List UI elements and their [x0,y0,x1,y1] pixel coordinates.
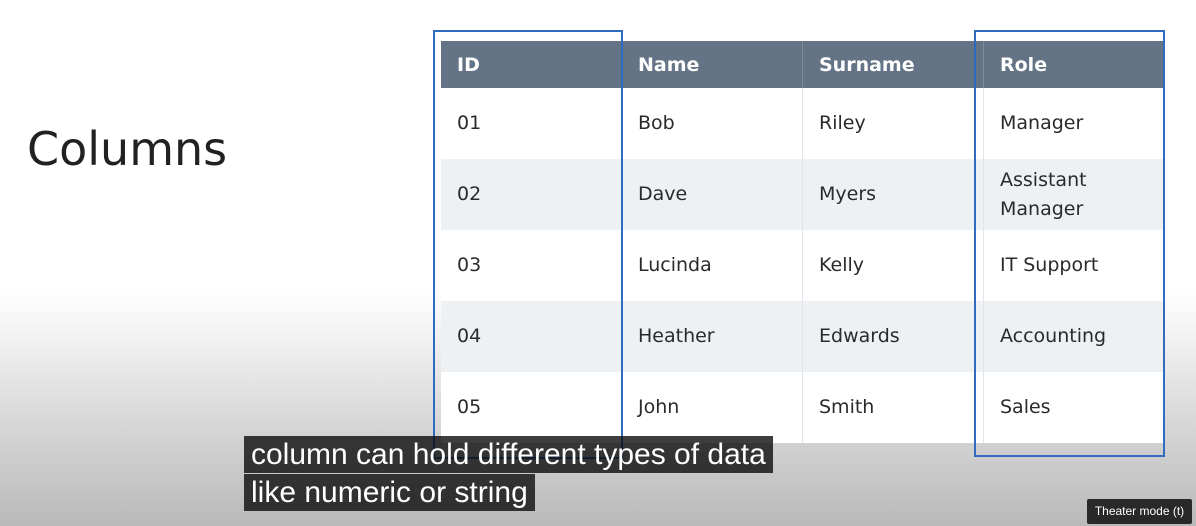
cell-role: Manager [983,88,1163,159]
slide-title: Columns [27,122,228,176]
cell-id: 01 [441,88,622,159]
cell-name: Lucinda [621,230,803,301]
header-surname: Surname [802,41,984,88]
cell-role: IT Support [983,230,1163,301]
cell-id: 02 [441,159,622,230]
table-header-row: ID Name Surname Role [441,41,1163,88]
table-row: 04 Heather Edwards Accounting [441,301,1163,372]
cell-role: Sales [983,372,1163,444]
header-role: Role [983,41,1163,88]
table-row: 05 John Smith Sales [441,372,1163,444]
cell-surname: Smith [802,372,984,444]
table-row: 01 Bob Riley Manager [441,88,1163,159]
cell-name: John [621,372,803,444]
data-table: ID Name Surname Role 01 Bob Riley Manage… [441,41,1163,444]
cell-id: 05 [441,372,622,444]
cell-name: Bob [621,88,803,159]
cell-surname: Myers [802,159,984,230]
table-row: 03 Lucinda Kelly IT Support [441,230,1163,301]
table-row: 02 Dave Myers Assistant Manager [441,159,1163,230]
cell-id: 04 [441,301,622,372]
cell-name: Dave [621,159,803,230]
cell-surname: Kelly [802,230,984,301]
caption-line-1: column can hold different types of data [244,436,773,473]
cell-id: 03 [441,230,622,301]
header-id: ID [441,41,622,88]
cell-surname: Riley [802,88,984,159]
header-name: Name [621,41,803,88]
theater-mode-tooltip: Theater mode (t) [1087,499,1192,524]
cell-surname: Edwards [802,301,984,372]
cell-role: Assistant Manager [983,159,1163,230]
caption-line-2: like numeric or string [244,474,535,511]
cell-role: Accounting [983,301,1163,372]
cell-name: Heather [621,301,803,372]
